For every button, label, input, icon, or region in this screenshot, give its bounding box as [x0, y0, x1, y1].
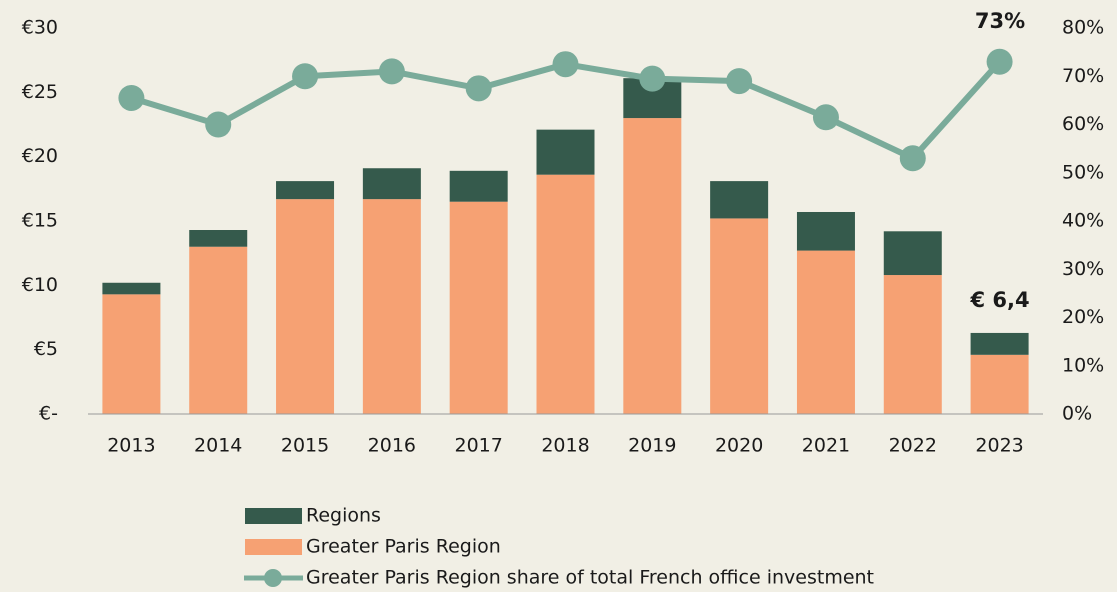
x-tick-label: 2022	[889, 435, 937, 457]
legend-swatch	[245, 539, 302, 555]
y-tick-label: €-	[39, 403, 58, 425]
y2-tick-label: 60%	[1062, 113, 1104, 135]
bar-segment	[710, 181, 769, 219]
y2-tick-label: 0%	[1062, 403, 1092, 425]
legend-label: Greater Paris Region	[306, 536, 501, 558]
y-tick-label: €20	[22, 145, 58, 167]
x-tick-label: 2021	[802, 435, 850, 457]
bar-segment	[796, 250, 855, 414]
line-marker	[292, 63, 319, 90]
line-marker	[899, 145, 926, 172]
y-tick-label: €25	[22, 81, 58, 103]
annotation: € 6,4	[969, 288, 1029, 312]
bar-segment	[449, 170, 508, 202]
bar-segment	[883, 275, 942, 414]
line-marker	[639, 65, 666, 92]
line-marker	[726, 68, 753, 95]
bar-segment	[189, 246, 248, 414]
annotation: 73%	[975, 9, 1025, 33]
x-tick-label: 2016	[368, 435, 416, 457]
bar-segment	[970, 354, 1029, 414]
bar-segment	[102, 294, 161, 414]
y2-tick-label: 70%	[1062, 65, 1104, 87]
bar-segment	[449, 201, 508, 414]
bar-segment	[362, 199, 421, 414]
y2-tick-label: 50%	[1062, 161, 1104, 183]
line-marker	[986, 48, 1013, 75]
y2-tick-label: 80%	[1062, 17, 1104, 39]
y-tick-label: €5	[34, 338, 58, 360]
y2-tick-label: 40%	[1062, 210, 1104, 232]
x-tick-label: 2018	[541, 435, 589, 457]
y2-tick-label: 10%	[1062, 354, 1104, 376]
x-tick-label: 2014	[194, 435, 242, 457]
bar-segment	[883, 231, 942, 276]
legend-swatch	[245, 508, 302, 524]
y-tick-label: €30	[22, 17, 58, 39]
bar-segment	[536, 129, 595, 175]
bar-segment	[102, 282, 161, 295]
line-marker	[465, 75, 492, 102]
x-tick-label: 2013	[107, 435, 155, 457]
y-tick-label: €15	[22, 210, 58, 232]
line-marker	[378, 58, 405, 85]
legend-label: Regions	[306, 505, 381, 527]
line-marker	[552, 51, 579, 78]
bar-segment	[796, 211, 855, 251]
line-marker	[812, 104, 839, 131]
x-tick-label: 2019	[628, 435, 676, 457]
x-tick-label: 2020	[715, 435, 763, 457]
bar-segment	[276, 199, 335, 414]
line-marker	[118, 84, 145, 111]
legend-label: Greater Paris Region share of total Fren…	[306, 567, 874, 589]
line-marker	[205, 111, 232, 138]
y2-tick-label: 30%	[1062, 258, 1104, 280]
bar-segment	[362, 168, 421, 200]
legend-swatch	[264, 569, 282, 587]
bar-segment	[970, 332, 1029, 355]
bar-segment	[710, 218, 769, 414]
x-tick-label: 2015	[281, 435, 329, 457]
bar-segment	[536, 174, 595, 414]
bar-segment	[623, 118, 682, 415]
x-tick-label: 2023	[975, 435, 1023, 457]
bar-segment	[276, 181, 335, 200]
y2-tick-label: 20%	[1062, 306, 1104, 328]
bar-segment	[189, 230, 248, 247]
x-tick-label: 2017	[455, 435, 503, 457]
y-tick-label: €10	[22, 274, 58, 296]
